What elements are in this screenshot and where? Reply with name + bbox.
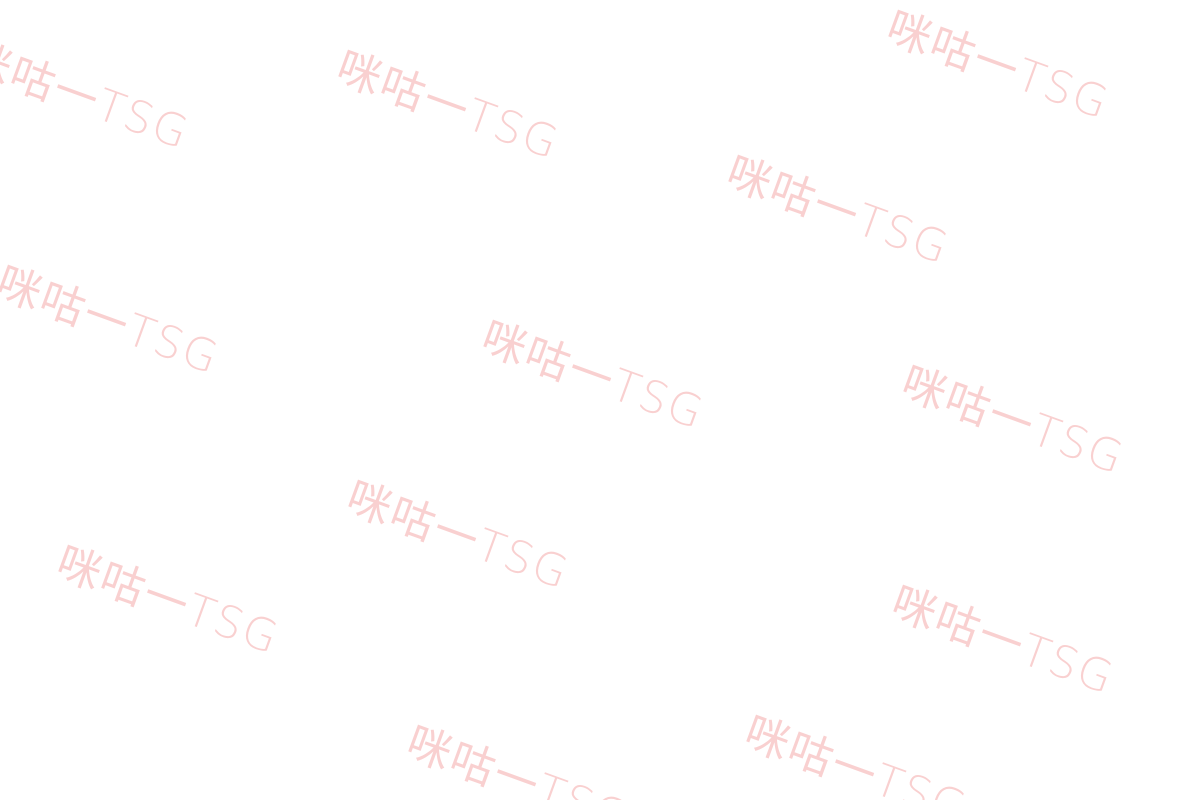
- watermark-text: 咪咕一TSG: [329, 42, 567, 170]
- watermark-text: 咪咕一TSG: [339, 472, 577, 600]
- watermark-text: 咪咕一TSG: [399, 717, 637, 800]
- watermark-text: 咪咕一TSG: [0, 257, 227, 385]
- watermark-text: 咪咕一TSG: [474, 312, 712, 440]
- watermark-text: 咪咕一TSG: [884, 577, 1122, 705]
- watermark-text: 咪咕一TSG: [49, 537, 287, 665]
- watermark-text: 咪咕一TSG: [879, 2, 1117, 130]
- watermark-text: 咪咕一TSG: [719, 147, 957, 275]
- watermark-text: 咪咕一TSG: [0, 32, 197, 160]
- watermark-text: 咪咕一TSG: [737, 707, 975, 800]
- watermark-text: 咪咕一TSG: [894, 357, 1132, 485]
